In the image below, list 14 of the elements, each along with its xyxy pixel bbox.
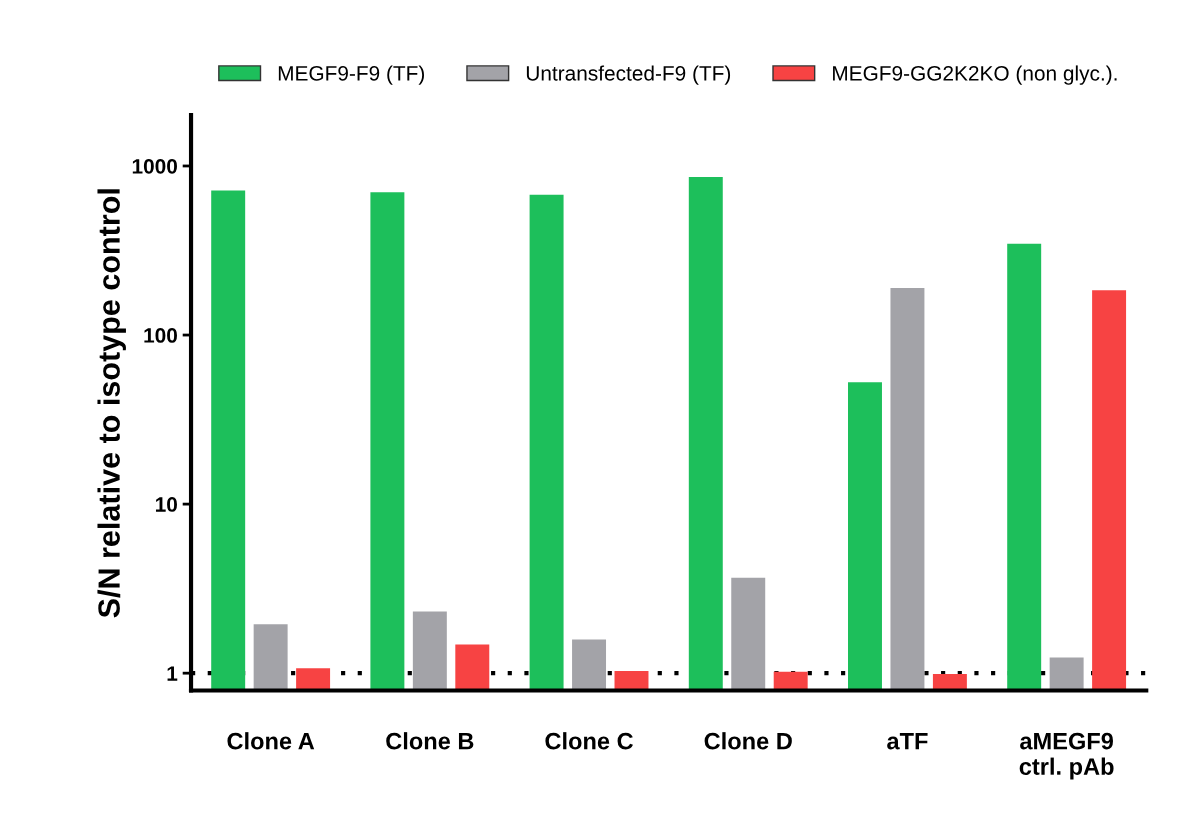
legend-label: MEGF9-GG2K2KO (non glyc.). xyxy=(833,65,1117,85)
legend-label: Untransfected-F9 (TF) xyxy=(526,65,731,85)
y-tick-label: 100 xyxy=(144,328,177,343)
y-tick-label: 1000 xyxy=(132,158,177,174)
x-tick-label: Clone D xyxy=(704,732,792,750)
y-tick-label: 1 xyxy=(167,666,178,681)
x-tick-label: Clone B xyxy=(386,732,474,750)
x-tick-label: aMEGF9 ctrl. pAb xyxy=(1019,732,1114,780)
x-tick-label: Clone A xyxy=(227,732,315,750)
x-tick-label: Clone C xyxy=(545,732,633,750)
x-tick-label: aTF xyxy=(887,733,928,750)
y-axis-title: S/N relative to isotype control xyxy=(97,189,126,618)
legend-label: MEGF9-F9 (TF) xyxy=(278,65,425,85)
y-tick-label: 10 xyxy=(155,497,177,512)
